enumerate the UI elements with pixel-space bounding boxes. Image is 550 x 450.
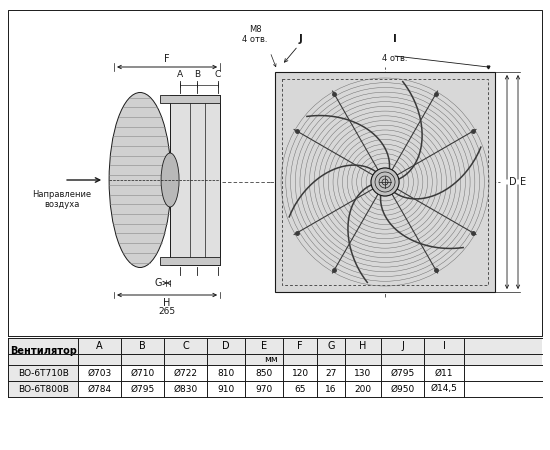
Polygon shape bbox=[8, 365, 78, 397]
Ellipse shape bbox=[161, 153, 179, 207]
Polygon shape bbox=[8, 338, 542, 365]
Ellipse shape bbox=[109, 93, 171, 267]
Text: 120: 120 bbox=[292, 369, 309, 378]
Text: 65: 65 bbox=[294, 384, 306, 393]
Text: G: G bbox=[327, 341, 335, 351]
Text: Ø784: Ø784 bbox=[87, 384, 112, 393]
Text: 16: 16 bbox=[325, 384, 337, 393]
Text: C: C bbox=[215, 70, 221, 79]
Text: Ø11: Ø11 bbox=[434, 369, 453, 378]
Text: I: I bbox=[393, 34, 397, 44]
Text: Ø950: Ø950 bbox=[390, 384, 415, 393]
Text: 850: 850 bbox=[255, 369, 273, 378]
Text: 910: 910 bbox=[217, 384, 235, 393]
Text: мм: мм bbox=[264, 355, 278, 364]
Text: 4 отв.: 4 отв. bbox=[382, 54, 408, 63]
Text: Ø710: Ø710 bbox=[130, 369, 155, 378]
Polygon shape bbox=[160, 257, 220, 265]
Text: 27: 27 bbox=[326, 369, 337, 378]
Polygon shape bbox=[170, 95, 220, 265]
Text: G: G bbox=[155, 278, 162, 288]
Text: D: D bbox=[509, 177, 516, 187]
Polygon shape bbox=[275, 72, 495, 292]
Text: 130: 130 bbox=[354, 369, 372, 378]
Text: E: E bbox=[520, 177, 526, 187]
Text: Ø722: Ø722 bbox=[174, 369, 197, 378]
Text: Ø795: Ø795 bbox=[130, 384, 155, 393]
Text: 970: 970 bbox=[255, 384, 273, 393]
Text: 200: 200 bbox=[355, 384, 372, 393]
Polygon shape bbox=[160, 95, 220, 103]
Text: J: J bbox=[401, 341, 404, 351]
Text: ВО-6Т800В: ВО-6Т800В bbox=[18, 384, 69, 393]
Circle shape bbox=[371, 168, 399, 196]
Text: A: A bbox=[177, 70, 183, 79]
Text: ВО-6Т710В: ВО-6Т710В bbox=[18, 369, 69, 378]
Text: J: J bbox=[298, 34, 302, 44]
Text: М8
4 отв.: М8 4 отв. bbox=[243, 25, 268, 44]
Text: Ø703: Ø703 bbox=[87, 369, 112, 378]
Text: C: C bbox=[182, 341, 189, 351]
Text: A: A bbox=[96, 341, 103, 351]
Text: B: B bbox=[194, 70, 200, 79]
Text: Направление
воздуха: Направление воздуха bbox=[32, 190, 92, 209]
Text: Ø795: Ø795 bbox=[390, 369, 415, 378]
Text: I: I bbox=[443, 341, 446, 351]
Text: H: H bbox=[359, 341, 367, 351]
Text: F: F bbox=[164, 54, 170, 64]
Text: Ø14,5: Ø14,5 bbox=[431, 384, 458, 393]
Text: 265: 265 bbox=[158, 307, 175, 316]
Text: Ø830: Ø830 bbox=[173, 384, 197, 393]
Text: 810: 810 bbox=[217, 369, 235, 378]
Text: E: E bbox=[261, 341, 267, 351]
Text: Вентилятор: Вентилятор bbox=[10, 346, 76, 356]
Text: F: F bbox=[297, 341, 303, 351]
Text: B: B bbox=[139, 341, 146, 351]
Text: D: D bbox=[222, 341, 230, 351]
Text: H: H bbox=[163, 298, 170, 308]
